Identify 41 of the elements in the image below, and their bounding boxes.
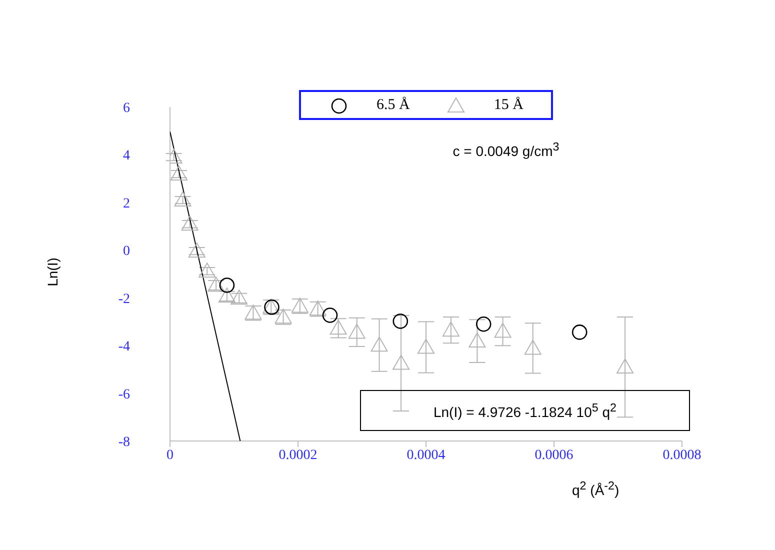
point <box>494 322 512 338</box>
point <box>198 262 216 278</box>
y-tick-label: -2 <box>118 292 130 307</box>
point <box>392 314 408 329</box>
point <box>348 324 366 339</box>
x-tick-label: 0.0002 <box>278 448 318 463</box>
point <box>418 338 434 354</box>
annotation: c = 0.0049 g/cm$^{3}$ <box>452 140 560 159</box>
y-tick-label: 0 <box>123 244 130 260</box>
point <box>524 340 542 355</box>
annotation: Ln(I) = 4.9726 -1.1824 10$^{5}$ q$^{2}$ <box>433 401 617 420</box>
y-tick-label: 2 <box>123 196 130 212</box>
point <box>170 166 188 181</box>
point <box>572 324 588 340</box>
x-tick-label: 0.0006 <box>534 448 574 463</box>
x-tick-label: 0.0008 <box>662 448 702 463</box>
point <box>174 192 192 207</box>
point <box>230 290 248 305</box>
y-tick-label: -4 <box>118 340 130 355</box>
legend-label: 6.5 Å <box>376 96 410 112</box>
x-tick-label: 0 <box>166 448 174 463</box>
point <box>442 322 460 337</box>
y-tick-label: -8 <box>118 434 130 450</box>
x-tick-label: 0.0004 <box>406 448 446 463</box>
point <box>322 308 338 323</box>
point <box>181 216 198 231</box>
legend-label: 15 Å <box>494 96 524 112</box>
y-axis-title: Ln(I) <box>44 258 60 286</box>
y-tick-label: 4 <box>123 148 130 164</box>
point <box>219 278 235 293</box>
y-tick-label: 6 <box>123 100 130 116</box>
point <box>476 316 492 332</box>
y-tick-label: -6 <box>118 387 130 402</box>
point <box>468 332 486 348</box>
point <box>392 354 410 370</box>
point <box>208 276 225 292</box>
point <box>188 242 206 258</box>
point <box>218 288 236 303</box>
point <box>616 358 634 374</box>
x-axis-title: q$^{2}$ (Å$^{-2}$) <box>572 479 620 498</box>
point <box>370 336 388 352</box>
